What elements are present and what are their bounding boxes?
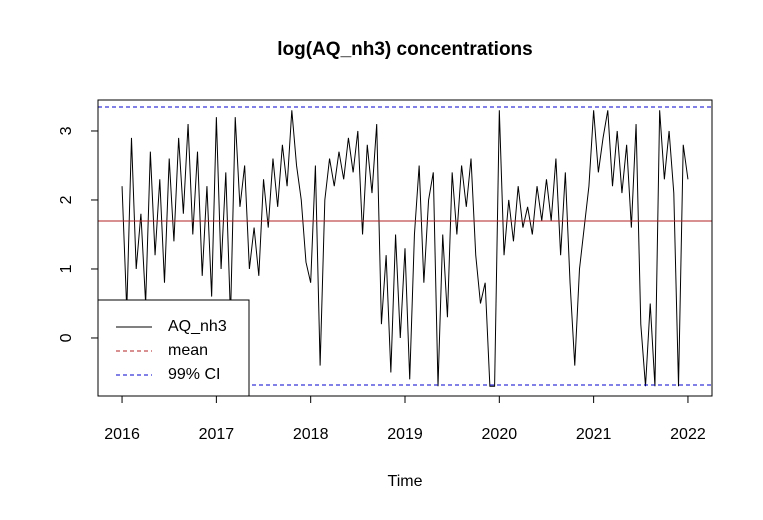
x-tick-label: 2020	[482, 426, 518, 443]
y-tick-label: 0	[58, 333, 75, 342]
y-tick-label: 3	[58, 126, 75, 135]
x-tick-label: 2018	[293, 426, 329, 443]
legend-box	[97, 299, 250, 397]
x-tick-label: 2021	[576, 426, 612, 443]
y-tick-label: 2	[58, 195, 75, 204]
x-tick-label: 2016	[104, 426, 140, 443]
legend-label: AQ_nh3	[168, 318, 227, 335]
x-axis-label: Time	[388, 473, 423, 490]
x-tick-label: 2022	[670, 426, 706, 443]
y-tick-label: 1	[58, 264, 75, 273]
x-tick-label: 2017	[199, 426, 235, 443]
legend-label: 99% CI	[168, 366, 220, 383]
data-line	[121, 110, 689, 387]
chart-title: log(AQ_nh3) concentrations	[277, 39, 532, 60]
legend-label: mean	[168, 342, 208, 359]
plot-area	[98, 106, 712, 387]
x-tick-label: 2019	[387, 426, 423, 443]
